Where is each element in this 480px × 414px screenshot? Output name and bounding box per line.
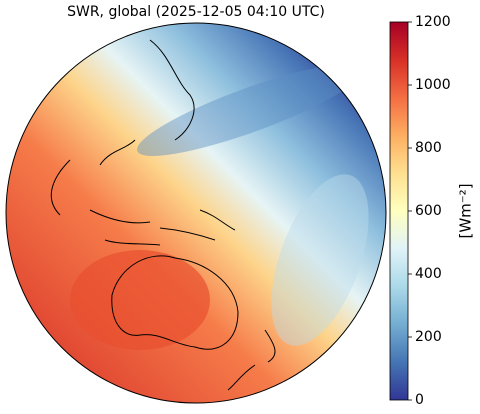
title: SWR, global (2025-12-05 04:10 UTC) — [67, 4, 325, 20]
colorbar — [389, 21, 409, 401]
globe-outline — [5, 22, 387, 404]
colorbar-label: [Wm⁻²] — [457, 183, 475, 238]
tick-label: 0 — [415, 392, 424, 408]
tick-label: 400 — [415, 266, 442, 282]
globe — [6, 23, 386, 403]
tick-label: 800 — [415, 140, 442, 156]
tick-label: 600 — [415, 203, 442, 219]
tick-label: 1000 — [415, 77, 451, 93]
tick-label: 200 — [415, 329, 442, 345]
tick-label: 1200 — [415, 14, 451, 30]
